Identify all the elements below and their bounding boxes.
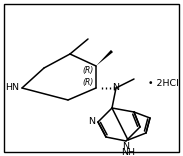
Text: N: N <box>122 142 130 151</box>
Text: N: N <box>113 83 119 93</box>
Text: HN: HN <box>5 83 19 93</box>
Text: NH: NH <box>121 148 135 156</box>
Polygon shape <box>96 50 113 66</box>
Text: (R): (R) <box>82 78 93 86</box>
Text: (R): (R) <box>82 66 93 76</box>
Text: N: N <box>88 117 95 127</box>
Text: • 2HCl: • 2HCl <box>148 78 179 88</box>
